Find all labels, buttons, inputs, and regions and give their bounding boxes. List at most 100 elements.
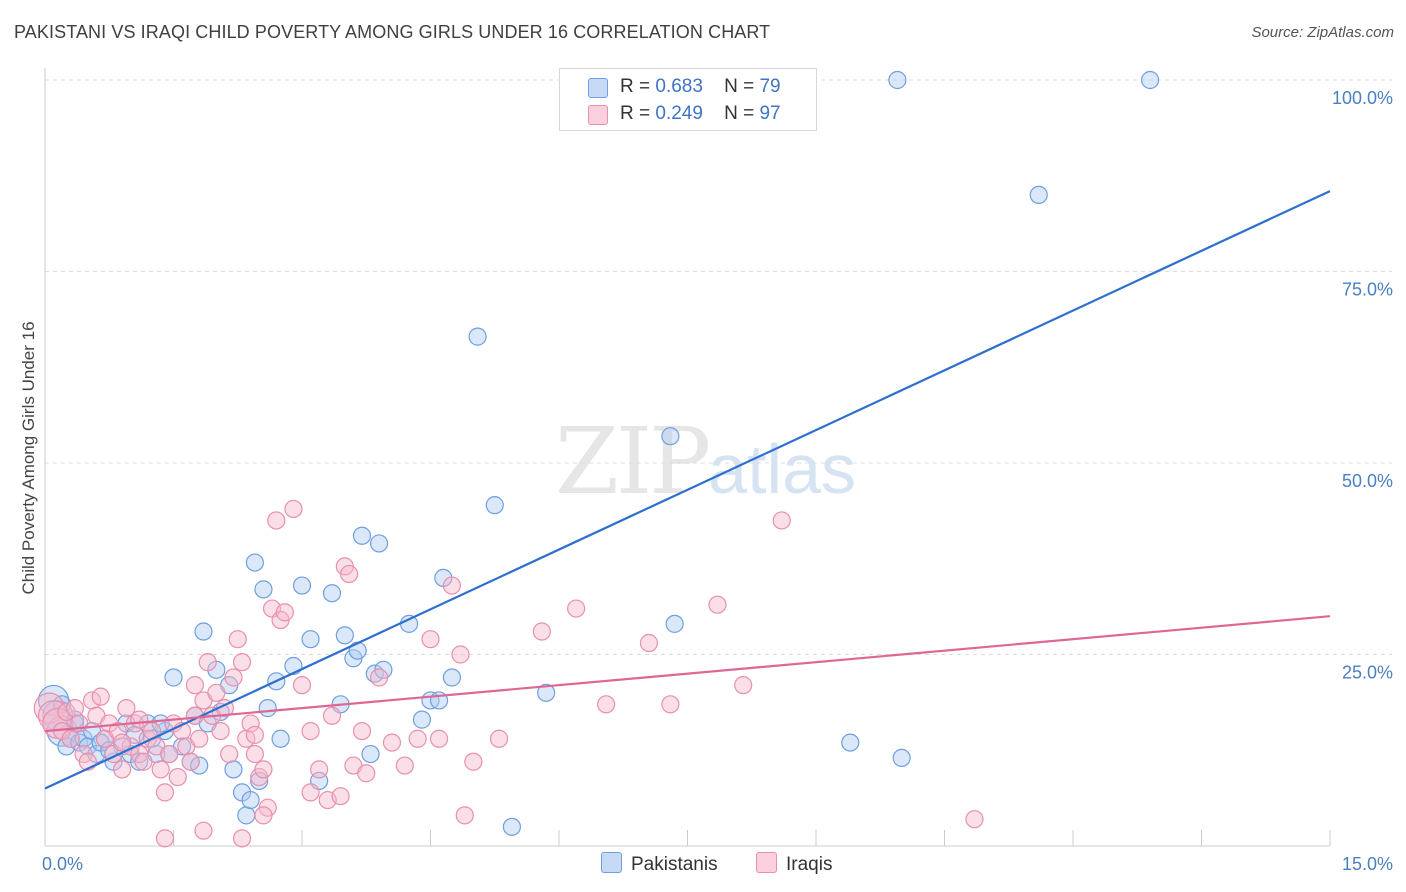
iraqis-point — [352, 721, 372, 741]
y-axis-label: Child Poverty Among Girls Under 16 — [19, 321, 38, 594]
iraqis-point — [108, 721, 127, 741]
iraqis-point — [228, 630, 247, 649]
pakistanis-point — [241, 790, 260, 810]
iraqis-point — [442, 576, 462, 595]
iraqis-point — [181, 752, 200, 771]
iraqis-point — [661, 695, 680, 714]
iraqis-point — [395, 756, 414, 775]
iraqis-point — [224, 668, 243, 687]
iraqis-point — [155, 783, 175, 802]
r-value: 0.249 — [655, 103, 703, 124]
iraqis-point — [267, 511, 286, 530]
iraqis-point — [322, 706, 342, 725]
iraqis-point — [61, 729, 80, 748]
iraqis-point — [408, 729, 427, 748]
pakistanis-point — [271, 729, 290, 748]
iraqis-point — [421, 630, 440, 649]
iraqis-point — [190, 729, 209, 748]
iraqis-point — [331, 787, 350, 806]
iraqis-point — [194, 821, 213, 840]
iraqis-point — [429, 729, 449, 748]
pakistanis-point — [412, 710, 432, 729]
pakistanis-point — [468, 327, 487, 346]
legend-stats-pakistanis: R = 0.683 N = 79 — [620, 76, 781, 98]
pakistanis-point — [399, 614, 419, 633]
y-tick-label: 75.0% — [1342, 280, 1393, 300]
iraqis-point — [245, 744, 264, 764]
iraqis-swatch — [588, 105, 608, 125]
iraqis-point — [117, 699, 136, 718]
iraqis-point — [220, 744, 239, 764]
trend-lines — [44, 190, 1331, 790]
iraqis-point — [151, 760, 170, 779]
iraqis-point — [185, 676, 205, 695]
iraqis-point — [112, 733, 132, 752]
pakistanis-point — [361, 744, 380, 764]
iraqis-label: Iraqis — [786, 854, 833, 875]
pakistanis-point — [322, 584, 342, 603]
iraqis-point — [310, 760, 329, 779]
bottom-legend-pakistanis: Pakistanis — [601, 852, 718, 876]
iraqis-point — [254, 760, 273, 779]
iraqis-point — [532, 622, 551, 641]
iraqis-point — [489, 729, 509, 748]
pakistanis-point — [194, 622, 213, 641]
iraqis-point — [155, 829, 175, 848]
iraqis-trend-line — [44, 615, 1331, 733]
y-tick-label: 50.0% — [1342, 471, 1393, 491]
iraqis-point — [772, 511, 791, 530]
pakistanis-point — [237, 806, 256, 825]
grid-lines — [45, 79, 1392, 655]
iraqis-point — [232, 829, 252, 848]
pakistanis-point — [224, 760, 243, 779]
watermark-zip: ZIP — [555, 408, 711, 515]
pakistanis-point — [130, 752, 149, 771]
pakistanis-point — [1140, 70, 1160, 90]
iraqis-point — [734, 676, 753, 695]
iraqis-point — [211, 721, 230, 741]
pakistanis-point — [1029, 185, 1048, 204]
r-value: 0.683 — [655, 76, 703, 97]
r-label: R = — [620, 76, 651, 97]
pakistanis-point — [254, 580, 273, 599]
iraqis-point — [245, 725, 264, 745]
pakistanis-point — [892, 748, 911, 768]
source-label: Source: ZipAtlas.com — [1251, 24, 1394, 41]
pakistanis-trend-line — [44, 190, 1331, 790]
pakistanis-point — [537, 683, 556, 702]
iraqis-point — [451, 645, 470, 664]
iraqis-point — [357, 764, 376, 783]
pakistanis-point — [502, 817, 521, 836]
y-tick-label: 25.0% — [1342, 663, 1393, 683]
iraqis-point — [639, 633, 659, 653]
iraqis-point — [232, 653, 252, 672]
pakistanis-point — [250, 771, 269, 790]
n-label: N = — [724, 103, 755, 124]
x-tick-label: 0.0% — [42, 854, 83, 874]
pakistanis-point — [258, 699, 277, 718]
chart-title: PAKISTANI VS IRAQI CHILD POVERTY AMONG G… — [14, 22, 771, 42]
iraqis-point — [91, 687, 110, 706]
iraqis-point — [57, 702, 76, 722]
pakistanis-point — [888, 70, 907, 90]
pakistanis-point — [190, 756, 209, 775]
n-label: N = — [724, 76, 755, 97]
y-tick-label: 100.0% — [1332, 88, 1393, 108]
iraqis-point — [241, 714, 260, 733]
iraqis-point — [301, 783, 320, 802]
iraqis-point — [112, 760, 132, 779]
pakistanis-point — [292, 576, 312, 595]
pakistanis-point — [665, 614, 684, 633]
iraqis-point — [254, 806, 273, 825]
iraqis-point — [275, 603, 294, 622]
iraqis-swatch — [756, 852, 777, 873]
iraqis-point — [160, 744, 179, 764]
iraqis-point — [567, 599, 586, 618]
iraqis-points — [33, 499, 984, 848]
x-tick-label: 15.0% — [1342, 854, 1393, 874]
axes — [44, 68, 1331, 847]
watermark: ZIPatlas — [555, 408, 856, 515]
legend-stats-iraqis: R = 0.249 N = 97 — [620, 103, 781, 125]
pakistanis-swatch — [588, 78, 608, 98]
